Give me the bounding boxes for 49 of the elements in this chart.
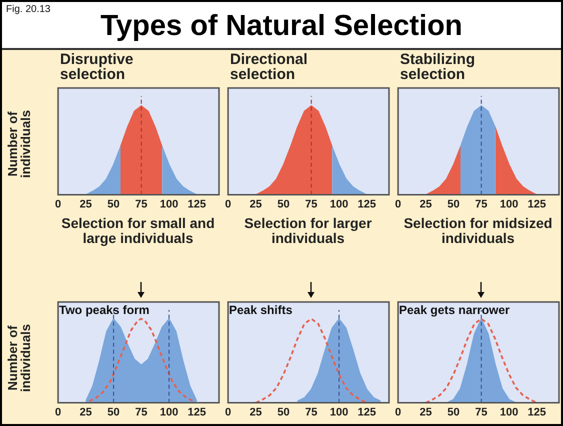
x-axis-title: Selection for larger individuals bbox=[243, 215, 373, 246]
x-tick-label: 75 bbox=[135, 406, 148, 418]
x-tick-label: 50 bbox=[277, 406, 290, 418]
x-axis-title: Selection for small and large individuals bbox=[60, 215, 216, 246]
x-tick-label: 75 bbox=[305, 198, 318, 210]
x-tick-label: 0 bbox=[224, 198, 232, 210]
chart-subtitle: Stabilizing selection bbox=[400, 51, 476, 83]
text: Two peaks form bbox=[59, 303, 150, 317]
x-tick-label: 100 bbox=[160, 406, 178, 418]
x-tick-label: 25 bbox=[250, 198, 262, 210]
x-tick-label: 25 bbox=[250, 406, 262, 418]
y-axis-title: Number of individuals bbox=[5, 323, 33, 394]
x-tick-label: 75 bbox=[135, 198, 148, 210]
x-tick-label: 25 bbox=[80, 406, 92, 418]
x-tick-label: 125 bbox=[188, 406, 206, 418]
chart-subtitle: Disruptive selection bbox=[60, 51, 134, 83]
x-tick-label: 0 bbox=[394, 406, 402, 418]
chart-subtitle: Directional selection bbox=[230, 51, 309, 83]
text: Types of Natural Selection bbox=[100, 10, 463, 42]
x-tick-label: 125 bbox=[528, 198, 546, 210]
x-tick-label: 75 bbox=[475, 198, 488, 210]
x-tick-label: 125 bbox=[358, 406, 376, 418]
x-tick-label: 25 bbox=[80, 198, 92, 210]
x-tick-label: 100 bbox=[500, 406, 518, 418]
x-tick-label: 0 bbox=[54, 406, 62, 418]
x-tick-label: 125 bbox=[358, 198, 376, 210]
x-tick-label: 25 bbox=[420, 406, 432, 418]
x-tick-label: 50 bbox=[107, 198, 120, 210]
text: Peak shifts bbox=[229, 303, 292, 317]
text: Peak gets narrower bbox=[399, 303, 510, 317]
x-tick-label: 125 bbox=[188, 198, 206, 210]
x-tick-label: 25 bbox=[420, 198, 432, 210]
x-tick-label: 125 bbox=[528, 406, 546, 418]
x-tick-label: 75 bbox=[305, 406, 318, 418]
x-tick-label: 50 bbox=[107, 406, 120, 418]
y-axis-title: Number of individuals bbox=[5, 109, 33, 180]
x-tick-label: 0 bbox=[224, 406, 232, 418]
x-tick-label: 100 bbox=[160, 198, 178, 210]
caption: Fig. 20.13 bbox=[6, 4, 50, 15]
x-tick-label: 0 bbox=[394, 198, 402, 210]
x-tick-label: 50 bbox=[447, 198, 460, 210]
x-tick-label: 50 bbox=[277, 198, 290, 210]
x-tick-label: 100 bbox=[330, 406, 348, 418]
x-tick-label: 0 bbox=[54, 198, 62, 210]
x-tick-label: 75 bbox=[475, 406, 488, 418]
x-axis-title: Selection for midsized individuals bbox=[402, 215, 554, 246]
x-tick-label: 100 bbox=[500, 198, 518, 210]
x-tick-label: 50 bbox=[447, 406, 460, 418]
x-tick-label: 100 bbox=[330, 198, 348, 210]
